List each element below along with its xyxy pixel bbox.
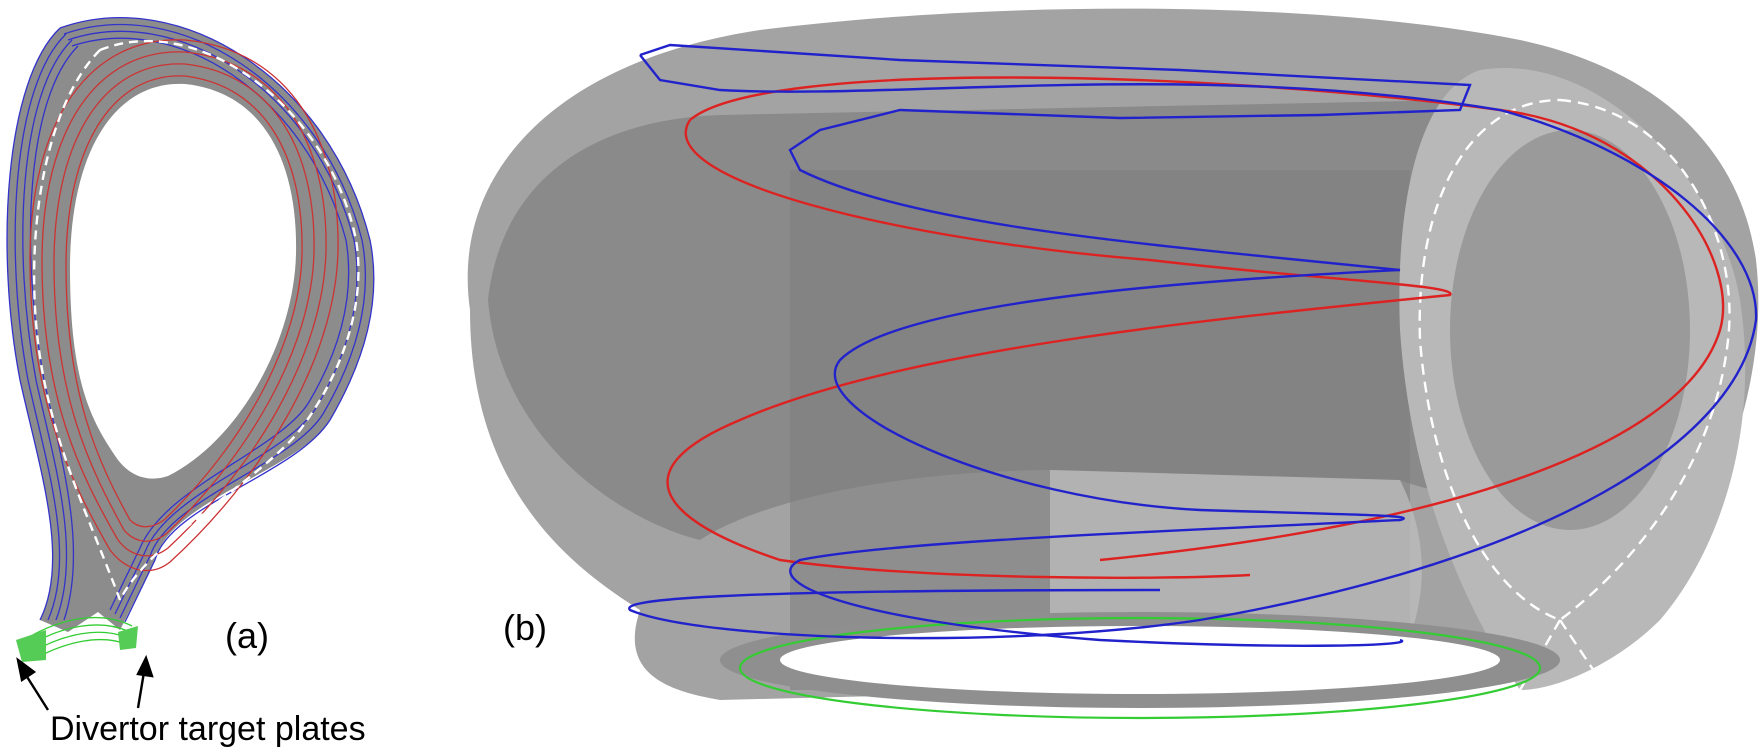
- panel-a-label: (a): [225, 615, 269, 656]
- cross-section-hole: [1450, 130, 1690, 530]
- panel-b: (b): [467, 8, 1759, 720]
- private-flux-ring: [738, 616, 1542, 720]
- core-region: [70, 83, 297, 479]
- panel-b-label: (b): [503, 607, 547, 648]
- divertor-ring-opening: [780, 626, 1500, 694]
- panel-a: (a) Divertor target plates: [6, 17, 375, 748]
- arrow-icon: [16, 654, 154, 711]
- divertor-target-plate-right: [118, 626, 138, 650]
- separatrix: [32, 39, 360, 601]
- divertor-target-plate-left: [16, 630, 46, 662]
- divertor-annotation: Divertor target plates: [50, 710, 366, 748]
- open-field-line-3d: [628, 43, 1758, 647]
- closed-field-line-3d: [666, 76, 1725, 579]
